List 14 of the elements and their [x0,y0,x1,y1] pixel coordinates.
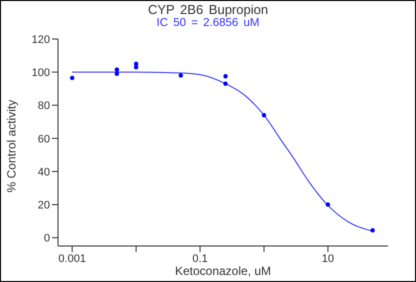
x-tick-label: 0.001 [58,252,86,265]
x-tick-label: 10 [322,252,334,265]
chart-subtitle: IC 50 = 2.6856 uM [156,17,260,29]
x-tick-label: 0.1 [192,252,208,265]
y-tick-label: 40 [38,166,50,178]
y-tick-label: 60 [38,133,50,146]
y-tick-label: 20 [38,200,50,212]
y-tick-label: 0 [44,232,50,245]
y-tick-label: 120 [32,34,50,46]
x-axis-title: Ketoconazole, uM [174,264,272,278]
y-tick-label: 100 [32,67,50,80]
y-tick-label: 80 [38,100,50,112]
chart-title: CYP 2B6 Bupropion [146,2,270,17]
y-axis-title: % Control activity [4,100,18,192]
